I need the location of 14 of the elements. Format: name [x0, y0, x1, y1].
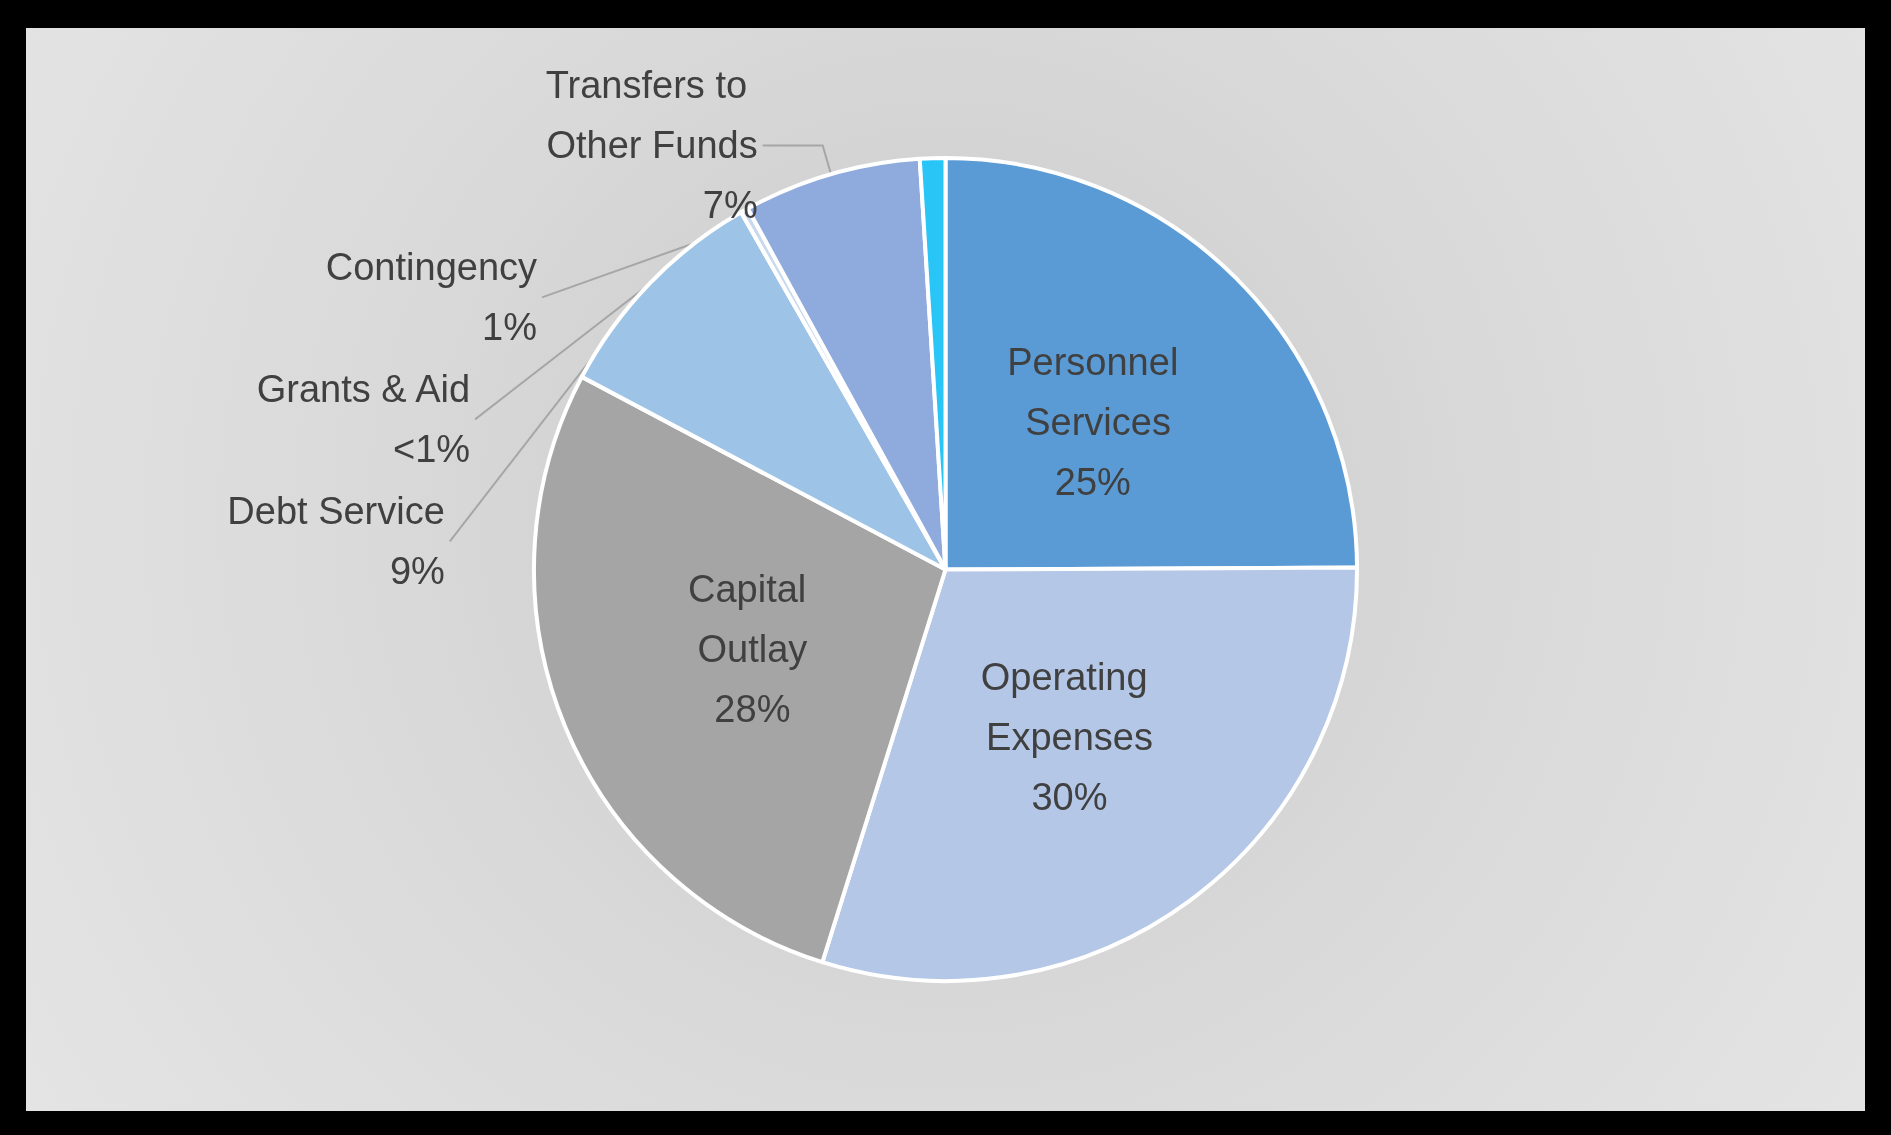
- data-label: 9%: [389, 550, 445, 593]
- slice-label: Grants & Aid: [256, 368, 471, 411]
- data-label: 30%: [1031, 776, 1108, 819]
- data-label: 28%: [714, 687, 791, 730]
- data-label: <1%: [392, 428, 471, 471]
- data-label: 1%: [482, 306, 538, 349]
- slice-label: Transfers to Other Funds: [545, 64, 758, 167]
- data-label: 25%: [1054, 460, 1131, 503]
- slice-label: Capital Outlay: [687, 567, 817, 670]
- slice-label: Contingency: [325, 246, 538, 289]
- slice-label: Debt Service: [227, 490, 445, 533]
- slice-label: Operating Expenses: [980, 656, 1159, 759]
- slice-label: Personnel Services: [1007, 340, 1179, 443]
- data-label: 7%: [702, 184, 758, 227]
